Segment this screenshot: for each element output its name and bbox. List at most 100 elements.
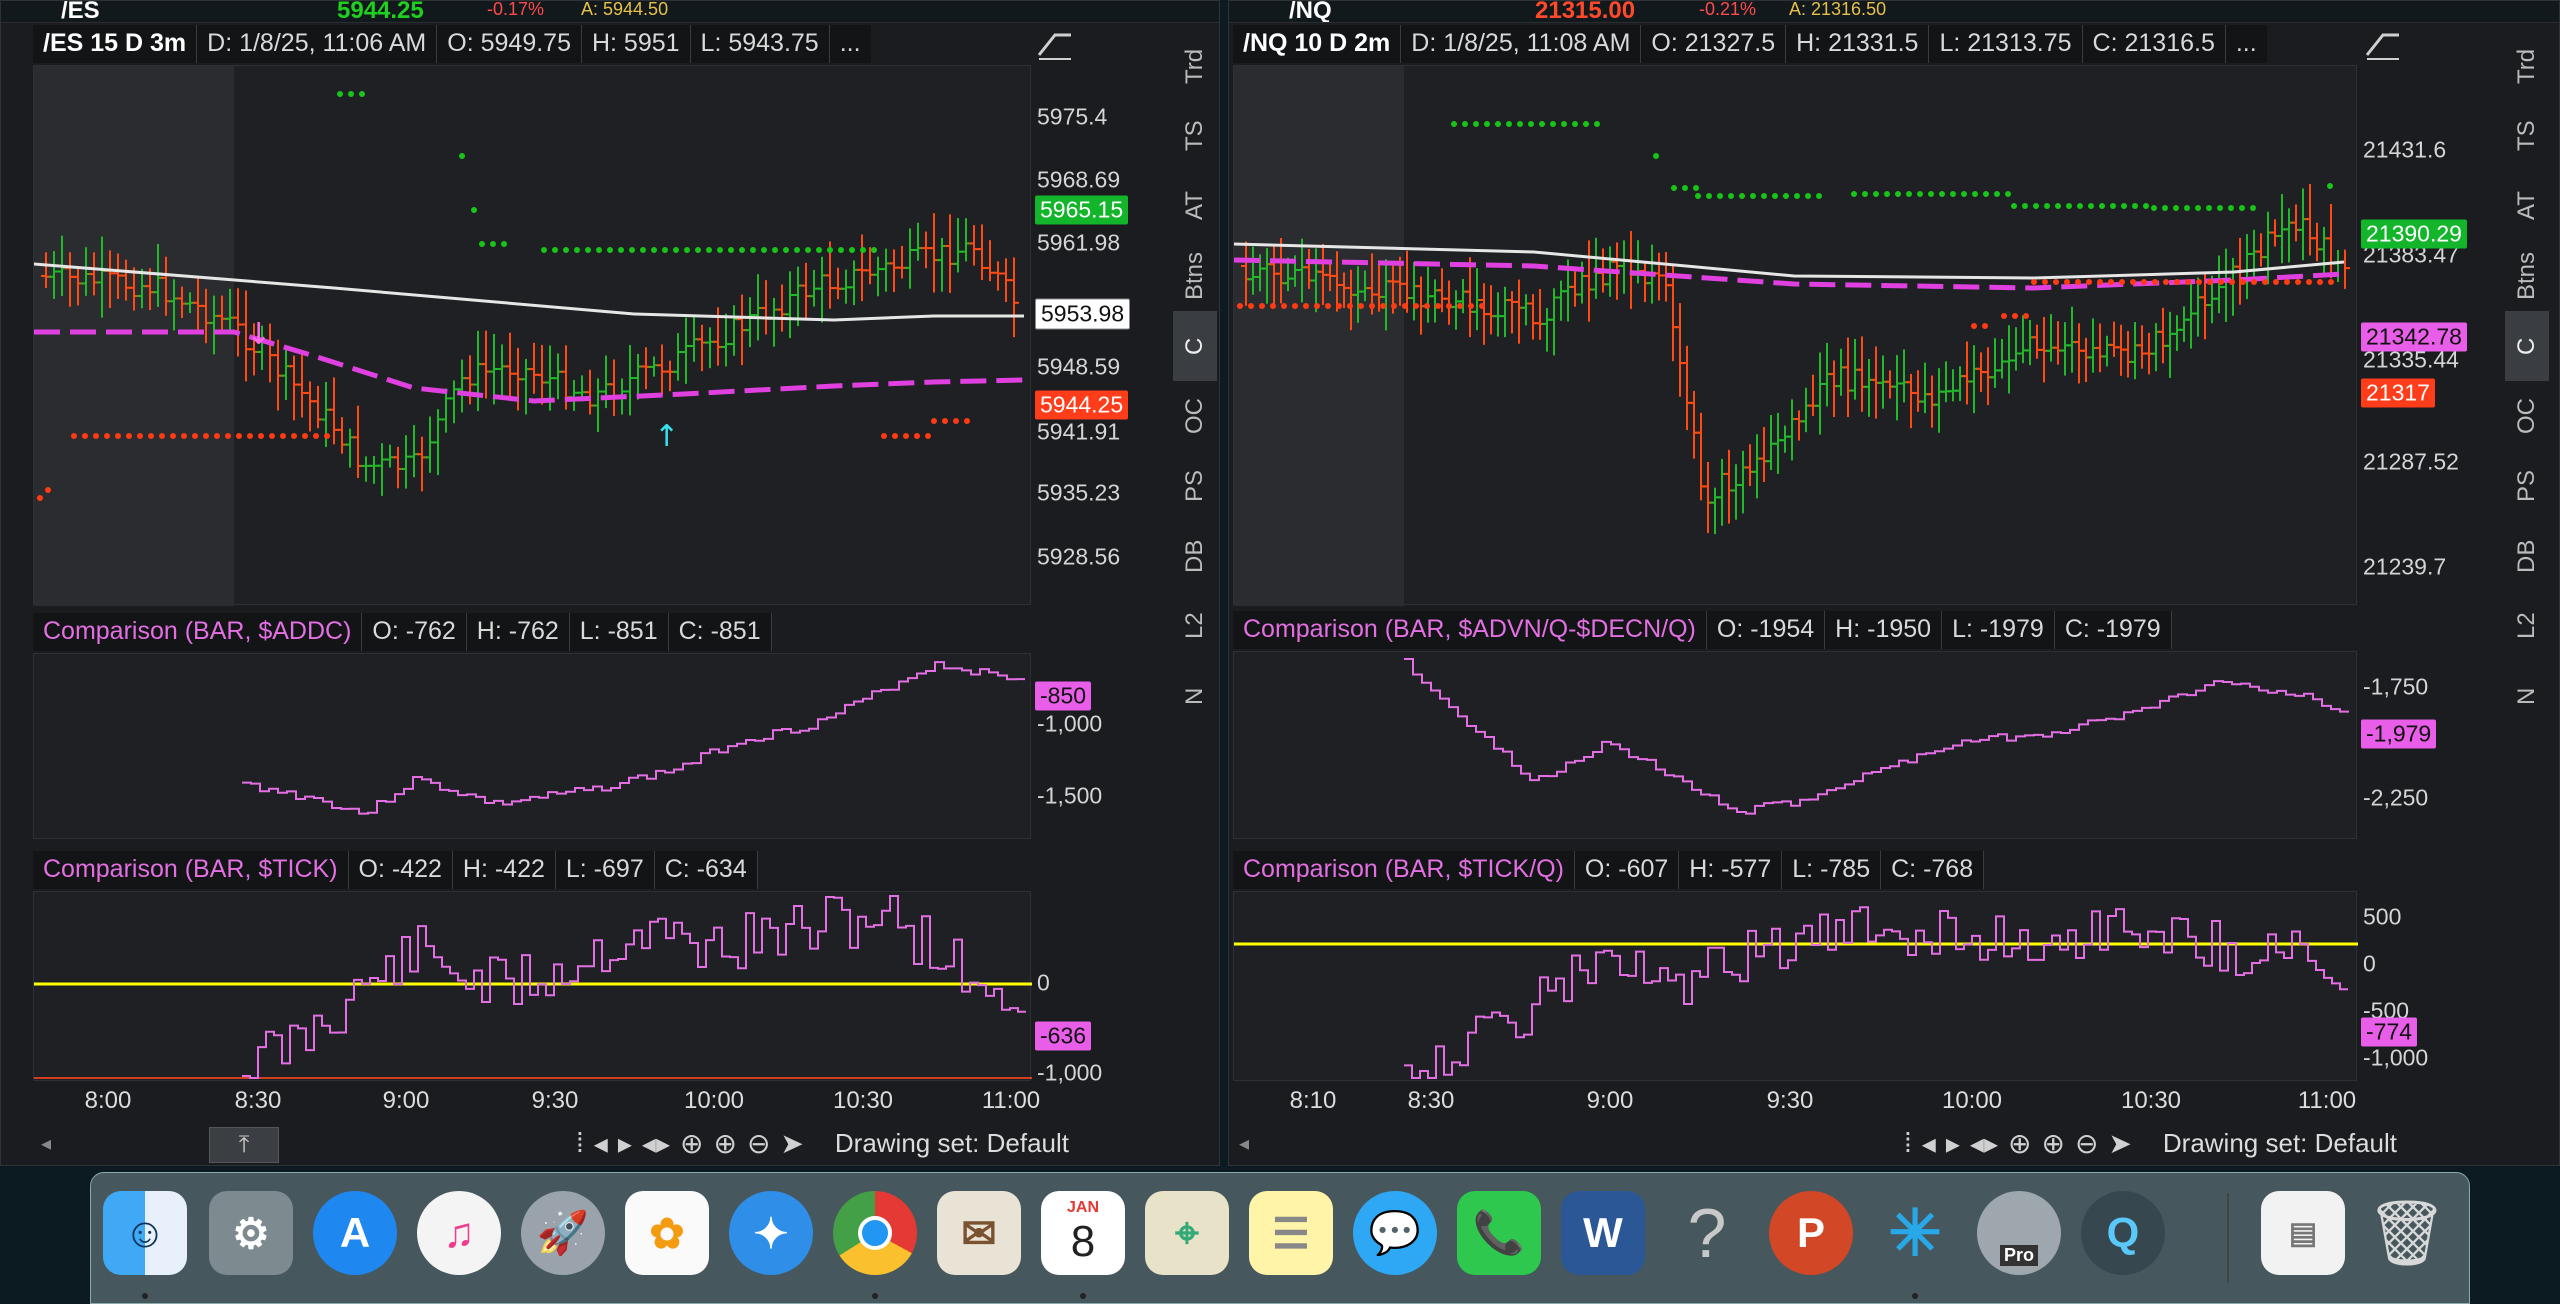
study2-title[interactable]: Comparison (BAR, $TICK) [33, 851, 349, 889]
safari-icon[interactable]: ✦ [729, 1191, 813, 1275]
scroll-handle-icon[interactable]: ⁞ [576, 1127, 584, 1158]
photos-icon[interactable]: ✿ [625, 1191, 709, 1275]
chrome-icon[interactable] [833, 1191, 917, 1275]
study1-pane[interactable] [33, 653, 1031, 839]
drawing-set-label[interactable]: Drawing set: Default [2162, 1127, 2397, 1158]
powerpoint-icon[interactable]: P [1769, 1191, 1853, 1275]
messages-icon[interactable]: 💬 [1353, 1191, 1437, 1275]
side-tab-btns[interactable]: Btns [1181, 251, 1208, 301]
side-tab-db[interactable]: DB [2513, 539, 2540, 573]
trash-icon[interactable]: 🗑 [2366, 1196, 2448, 1269]
zoom-out-icon[interactable]: ⊖ [2074, 1127, 2099, 1159]
study1-header[interactable]: Comparison (BAR, $ADVN/Q-$DECN/Q) O: -19… [1233, 611, 2172, 649]
drawing-tools-icon[interactable] [1035, 25, 1077, 61]
scroll-handle-icon[interactable]: ⁞ [1904, 1127, 1912, 1158]
maps-icon[interactable]: ⌖ [1145, 1191, 1229, 1275]
mail-icon[interactable]: ✉ [937, 1191, 1021, 1275]
crosshair-icon[interactable]: ⊕ [680, 1127, 704, 1159]
study1-title[interactable]: Comparison (BAR, $ADVN/Q-$DECN/Q) [1233, 611, 1707, 649]
side-tab-l2[interactable]: L2 [2513, 612, 2540, 640]
side-tab-c[interactable]: C [2505, 311, 2549, 381]
study2-header[interactable]: Comparison (BAR, $TICK/Q) O: -607 H: -57… [1233, 851, 1985, 889]
facetime-icon[interactable]: 📞 [1457, 1191, 1541, 1275]
study1-axis[interactable]: -1,750 -2,250 [2363, 651, 2483, 839]
drawing-set-label[interactable]: Drawing set: Default [834, 1127, 1069, 1158]
stop-dot-red [148, 433, 154, 439]
header-more[interactable]: ... [839, 29, 861, 57]
study1-title[interactable]: Comparison (BAR, $ADDC) [33, 613, 363, 651]
stop-dot-red [225, 433, 231, 439]
chart-symbol[interactable]: /NQ 10 D 2m [1233, 25, 1402, 63]
study1-header[interactable]: Comparison (BAR, $ADDC) O: -762 H: -762 … [33, 613, 772, 651]
study2-axis[interactable]: 500 0 -500 -1,000 [2363, 891, 2483, 1081]
study1-pane[interactable] [1233, 651, 2357, 839]
expand-width-icon[interactable]: ◂▸ [641, 1127, 671, 1159]
addc-study-chart[interactable] [34, 654, 1032, 840]
price-pane[interactable]: ↓ ↑ [33, 65, 1032, 606]
crosshair-icon[interactable]: ⊕ [2008, 1127, 2032, 1159]
study2-pane[interactable] [33, 891, 1032, 1082]
side-tab-l2[interactable]: L2 [1181, 612, 1208, 640]
expand-width-icon[interactable]: ◂▸ [1969, 1127, 1999, 1159]
tickq-study-chart[interactable] [1234, 892, 2358, 1082]
launchpad-icon[interactable]: 🚀 [521, 1191, 605, 1275]
chart-symbol[interactable]: /ES 15 D 3m [33, 25, 198, 63]
quicktime-icon[interactable]: Q [2081, 1191, 2165, 1275]
price-pane[interactable] [1233, 65, 2358, 606]
tick-study-chart[interactable] [34, 892, 1032, 1082]
chart-header[interactable]: /ES 15 D 3m D: 1/8/25, 11:06 AM O: 5949.… [33, 25, 871, 63]
sparkle-app-icon[interactable]: ✳ [1888, 1196, 1942, 1269]
scroll-to-start-button[interactable]: ⤒ [209, 1127, 279, 1163]
calendar-icon[interactable]: JAN 8 [1041, 1191, 1125, 1275]
google-earth-pro-icon[interactable]: Pro [1977, 1191, 2061, 1275]
word-icon[interactable]: W [1561, 1191, 1645, 1275]
header-more[interactable]: ... [2235, 29, 2257, 57]
side-tab-at[interactable]: AT [1181, 191, 1208, 221]
study2-axis[interactable]: 0 -1,000 [1037, 891, 1137, 1086]
side-tab-n[interactable]: N [2513, 687, 2540, 705]
pan-right-icon[interactable]: ▸ [617, 1127, 632, 1159]
side-tab-at[interactable]: AT [2513, 191, 2540, 221]
side-tab-ts[interactable]: TS [2513, 120, 2540, 152]
preview-document-icon[interactable]: ▤ [2261, 1191, 2345, 1275]
scroll-left-arrow[interactable]: ◂ [1239, 1133, 1250, 1155]
es-price-chart[interactable]: ↓↑ [33, 66, 1032, 606]
zoom-in-icon[interactable]: ⊕ [2041, 1127, 2065, 1159]
cursor-arrow-icon[interactable]: ➤ [2108, 1127, 2132, 1159]
system-preferences-icon[interactable]: ⚙ [209, 1191, 293, 1275]
zoom-out-icon[interactable]: ⊖ [746, 1127, 771, 1159]
pan-right-icon[interactable]: ▸ [1945, 1127, 1960, 1159]
study1-axis[interactable]: -1,000 -1,500 [1037, 653, 1137, 839]
side-tab-ts[interactable]: TS [1181, 120, 1208, 152]
advn-decn-study-chart[interactable] [1234, 652, 2358, 840]
drawing-tools-icon[interactable] [2363, 25, 2405, 61]
side-tab-oc[interactable]: OC [2513, 398, 2540, 434]
side-tab-trd[interactable]: Trd [1181, 48, 1208, 84]
side-tab-ps[interactable]: PS [1181, 470, 1208, 503]
side-tab-c[interactable]: C [1173, 311, 1217, 381]
study2-pane[interactable] [1233, 891, 2358, 1082]
nq-price-chart[interactable] [1233, 66, 2358, 606]
app-store-icon[interactable]: A [313, 1191, 397, 1275]
study2-title[interactable]: Comparison (BAR, $TICK/Q) [1233, 851, 1575, 889]
side-tab-btns[interactable]: Btns [2513, 251, 2540, 301]
zoom-in-icon[interactable]: ⊕ [713, 1127, 737, 1159]
scroll-left-arrow[interactable]: ◂ [41, 1133, 52, 1155]
pan-left-icon[interactable]: ◂ [1921, 1127, 1936, 1159]
price-axis[interactable]: 5975.4 5968.69 5961.98 5948.59 5941.91 5… [1037, 65, 1137, 605]
time-axis[interactable]: 8:00 8:30 9:00 9:30 10:00 10:30 11:00 [33, 1087, 1041, 1117]
study2-header[interactable]: Comparison (BAR, $TICK) O: -422 H: -422 … [33, 851, 758, 889]
side-tab-oc[interactable]: OC [1181, 398, 1208, 434]
finder-icon[interactable]: ☺ [103, 1191, 187, 1275]
help-icon[interactable]: ? [1665, 1191, 1749, 1275]
chart-header[interactable]: /NQ 10 D 2m D: 1/8/25, 11:08 AM O: 21327… [1233, 25, 2267, 63]
pan-left-icon[interactable]: ◂ [593, 1127, 608, 1159]
side-tab-trd[interactable]: Trd [2513, 48, 2540, 84]
time-axis[interactable]: 8:10 8:30 9:00 9:30 10:00 10:30 11:00 [1233, 1087, 2357, 1117]
side-tab-db[interactable]: DB [1181, 539, 1208, 573]
side-tab-ps[interactable]: PS [2513, 470, 2540, 503]
side-tab-n[interactable]: N [1181, 687, 1208, 705]
cursor-arrow-icon[interactable]: ➤ [780, 1127, 804, 1159]
notes-icon[interactable]: ☰ [1249, 1191, 1333, 1275]
itunes-icon[interactable]: ♫ [417, 1191, 501, 1275]
